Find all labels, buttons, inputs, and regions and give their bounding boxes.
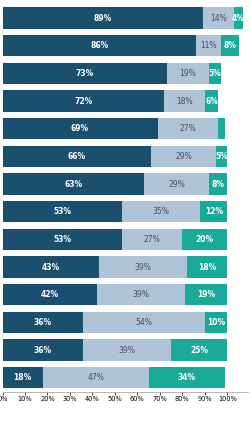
Bar	[187, 256, 227, 278]
Bar	[234, 7, 243, 29]
Bar	[218, 118, 225, 139]
Bar	[2, 7, 202, 29]
Bar	[216, 146, 227, 167]
Bar	[97, 284, 184, 306]
Text: 42%: 42%	[41, 290, 59, 299]
Bar	[166, 63, 209, 84]
Text: 25%: 25%	[190, 346, 208, 354]
Bar	[84, 312, 205, 333]
Text: 10%: 10%	[207, 318, 225, 327]
Text: 27%: 27%	[144, 235, 160, 244]
Text: 5%: 5%	[215, 152, 228, 161]
Text: 35%: 35%	[152, 207, 170, 216]
Text: 8%: 8%	[223, 41, 236, 50]
Bar	[200, 201, 227, 222]
Bar	[184, 284, 227, 306]
Text: 29%: 29%	[175, 152, 192, 161]
Bar	[2, 146, 151, 167]
Text: 36%: 36%	[34, 346, 52, 354]
Bar	[2, 201, 122, 222]
Bar	[2, 312, 84, 333]
Bar	[2, 367, 43, 389]
Bar	[220, 35, 238, 56]
Bar	[196, 35, 220, 56]
Bar	[2, 256, 99, 278]
Text: 39%: 39%	[119, 346, 136, 354]
Text: 5%: 5%	[208, 69, 221, 78]
Text: 39%: 39%	[134, 263, 152, 272]
Bar	[2, 173, 144, 195]
Bar	[2, 35, 196, 56]
Text: 89%: 89%	[94, 13, 112, 23]
Bar	[2, 90, 164, 112]
Text: 14%: 14%	[210, 13, 227, 23]
Text: 29%: 29%	[168, 179, 185, 189]
Text: 11%: 11%	[200, 41, 216, 50]
Bar	[202, 7, 234, 29]
Text: 18%: 18%	[176, 96, 193, 106]
Text: 54%: 54%	[136, 318, 152, 327]
Bar	[205, 90, 218, 112]
Bar	[122, 201, 200, 222]
Bar	[2, 339, 84, 361]
Text: 72%: 72%	[74, 96, 92, 106]
Text: 47%: 47%	[87, 373, 104, 382]
Text: 69%: 69%	[71, 124, 89, 133]
Text: 6%: 6%	[205, 96, 218, 106]
Bar	[158, 118, 218, 139]
Text: 63%: 63%	[64, 179, 82, 189]
Bar	[171, 339, 227, 361]
Bar	[182, 229, 227, 250]
Text: 53%: 53%	[53, 207, 71, 216]
Bar	[205, 312, 227, 333]
Bar	[99, 256, 187, 278]
Text: 66%: 66%	[68, 152, 86, 161]
Bar	[2, 118, 158, 139]
Bar	[84, 339, 171, 361]
Text: 27%: 27%	[180, 124, 196, 133]
Text: 19%: 19%	[197, 290, 215, 299]
Text: 4%: 4%	[232, 13, 245, 23]
Text: 18%: 18%	[198, 263, 216, 272]
Bar	[2, 229, 122, 250]
Text: 18%: 18%	[14, 373, 32, 382]
Bar	[209, 63, 220, 84]
Text: 8%: 8%	[212, 179, 225, 189]
Bar	[151, 146, 216, 167]
Text: 39%: 39%	[132, 290, 149, 299]
Bar	[2, 63, 166, 84]
Text: 73%: 73%	[76, 69, 94, 78]
Text: 19%: 19%	[180, 69, 196, 78]
Text: 34%: 34%	[178, 373, 196, 382]
Bar	[148, 367, 225, 389]
Bar	[43, 367, 148, 389]
Text: 12%: 12%	[205, 207, 223, 216]
Bar	[209, 173, 227, 195]
Text: 20%: 20%	[196, 235, 214, 244]
Text: 53%: 53%	[53, 235, 71, 244]
Bar	[122, 229, 182, 250]
Bar	[164, 90, 205, 112]
Text: 86%: 86%	[90, 41, 108, 50]
Bar	[144, 173, 209, 195]
Text: 43%: 43%	[42, 263, 60, 272]
Text: 36%: 36%	[34, 318, 52, 327]
Bar	[2, 284, 97, 306]
